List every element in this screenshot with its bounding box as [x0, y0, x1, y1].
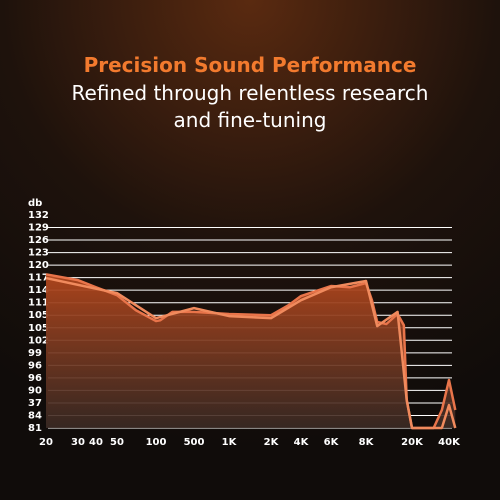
y-tick-label: 114 — [28, 285, 49, 296]
plot: 1321291261231201171141111051051029996969… — [28, 210, 461, 448]
y-tick-label: 37 — [28, 398, 42, 409]
x-tick-label: 20K — [401, 437, 424, 448]
x-tick-label: 30 — [71, 437, 85, 448]
x-tick-label: 100 — [146, 437, 167, 448]
y-tick-label: 123 — [28, 248, 49, 259]
y-tick-label: 117 — [28, 273, 49, 284]
y-tick-label: 111 — [28, 298, 49, 309]
y-tick-label: 120 — [28, 260, 49, 271]
subtitle: Refined through relentless research — [72, 81, 429, 105]
x-tick-label: 2K — [264, 437, 280, 448]
y-tick-label: 90 — [28, 385, 42, 396]
subtitle: and fine-tuning — [174, 108, 327, 132]
x-tick-label: 40K — [438, 437, 461, 448]
x-tick-label: 20 — [39, 437, 53, 448]
x-tick-label: 1K — [222, 437, 238, 448]
y-tick-label: 102 — [28, 335, 49, 346]
x-tick-label: 8K — [359, 437, 375, 448]
y-tick-label: 105 — [28, 323, 49, 334]
x-tick-label: 500 — [184, 437, 205, 448]
x-tick-label: 4K — [294, 437, 310, 448]
y-tick-label: 129 — [28, 223, 49, 234]
y-axis-label: db — [28, 198, 42, 209]
y-tick-label: 99 — [28, 348, 42, 359]
y-tick-label: 132 — [28, 210, 49, 221]
y-tick-label: 81 — [28, 423, 42, 434]
x-tick-label: 6K — [324, 437, 340, 448]
area-fill — [46, 274, 456, 428]
x-tick-label: 50 — [110, 437, 124, 448]
title: Precision Sound Performance — [84, 53, 417, 77]
y-tick-label: 84 — [28, 410, 42, 421]
y-tick-label: 96 — [28, 360, 42, 371]
y-tick-label: 105 — [28, 310, 49, 321]
y-tick-label: 126 — [28, 235, 49, 246]
x-tick-label: 40 — [89, 437, 103, 448]
line — [45, 276, 457, 430]
y-tick-label: 96 — [28, 373, 42, 384]
